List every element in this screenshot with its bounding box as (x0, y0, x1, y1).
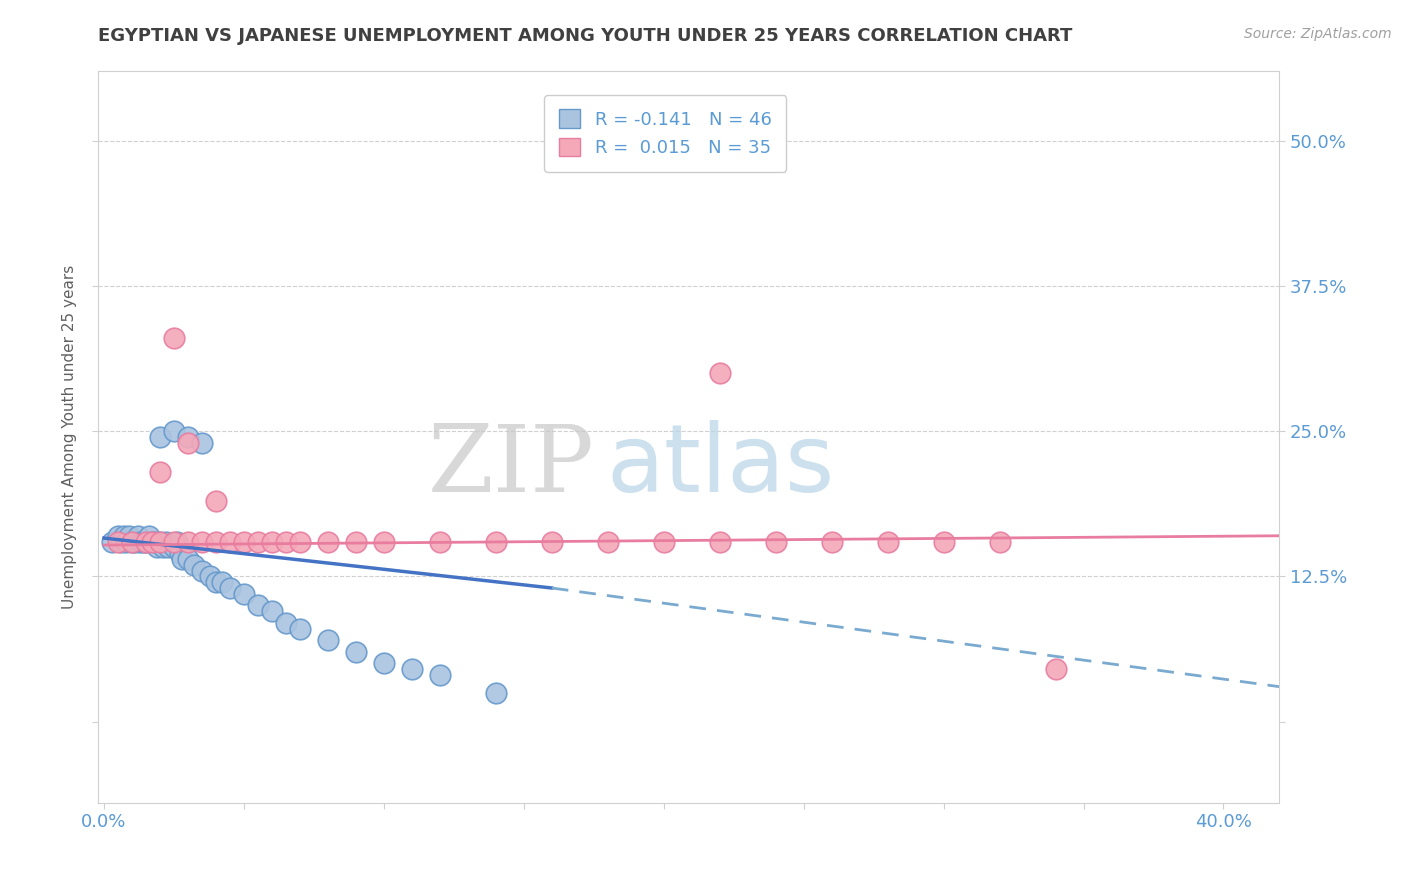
Legend: R = -0.141   N = 46, R =  0.015   N = 35: R = -0.141 N = 46, R = 0.015 N = 35 (544, 95, 786, 171)
Point (149, 534, 172, 549)
Point (246, 599, 269, 613)
Point (288, 622, 311, 636)
Point (112, 529, 135, 543)
Point (429, 534, 451, 549)
Point (172, 552, 194, 566)
Point (107, 529, 129, 543)
Point (246, 534, 269, 549)
Text: atlas: atlas (606, 420, 835, 512)
Point (932, 534, 955, 549)
Point (429, 668, 451, 682)
Point (219, 581, 242, 595)
Point (135, 534, 157, 549)
Point (183, 558, 205, 572)
Point (205, 534, 228, 549)
Point (373, 534, 395, 549)
Point (274, 615, 297, 630)
Point (191, 564, 214, 578)
Point (135, 534, 157, 549)
Point (166, 534, 188, 549)
Point (155, 534, 177, 549)
Point (152, 541, 174, 555)
Point (485, 534, 508, 549)
Point (141, 534, 163, 549)
Point (169, 546, 191, 560)
Point (876, 534, 898, 549)
Point (205, 575, 228, 590)
Point (110, 534, 132, 549)
Point (101, 534, 124, 549)
Point (191, 534, 214, 549)
Point (163, 541, 186, 555)
Point (143, 534, 166, 549)
Point (121, 534, 143, 549)
Y-axis label: Unemployment Among Youth under 25 years: Unemployment Among Youth under 25 years (62, 265, 77, 609)
Point (709, 534, 731, 549)
Point (129, 534, 152, 549)
Point (163, 424, 186, 438)
Point (163, 534, 186, 549)
Point (121, 534, 143, 549)
Point (260, 604, 283, 618)
Point (821, 534, 844, 549)
Point (118, 529, 141, 543)
Point (191, 436, 214, 450)
Point (115, 534, 138, 549)
Point (146, 541, 169, 555)
Point (138, 529, 160, 543)
Point (540, 534, 562, 549)
Point (233, 587, 256, 601)
Point (316, 633, 339, 648)
Point (124, 534, 146, 549)
Text: EGYPTIAN VS JAPANESE UNEMPLOYMENT AMONG YOUTH UNDER 25 YEARS CORRELATION CHART: EGYPTIAN VS JAPANESE UNEMPLOYMENT AMONG … (98, 27, 1073, 45)
Point (177, 534, 200, 549)
Point (149, 430, 172, 444)
Point (596, 534, 619, 549)
Point (163, 331, 186, 345)
Point (652, 534, 675, 549)
Text: ZIP: ZIP (427, 421, 595, 511)
Point (200, 569, 222, 583)
Point (141, 534, 163, 549)
Point (274, 534, 297, 549)
Point (260, 534, 283, 549)
Point (177, 430, 200, 444)
Point (344, 534, 367, 549)
Point (157, 541, 180, 555)
Point (205, 494, 228, 508)
Point (709, 366, 731, 380)
Point (316, 534, 339, 549)
Point (233, 534, 256, 549)
Point (219, 534, 242, 549)
Point (1045, 662, 1067, 676)
Point (107, 534, 129, 549)
Point (401, 662, 423, 676)
Point (132, 534, 155, 549)
Point (177, 436, 200, 450)
Point (988, 534, 1011, 549)
Point (177, 552, 200, 566)
Point (149, 465, 172, 479)
Point (149, 534, 172, 549)
Point (373, 657, 395, 671)
Text: Source: ZipAtlas.com: Source: ZipAtlas.com (1244, 27, 1392, 41)
Point (485, 685, 508, 699)
Point (127, 529, 149, 543)
Point (211, 575, 233, 590)
Point (288, 534, 311, 549)
Point (765, 534, 787, 549)
Point (344, 645, 367, 659)
